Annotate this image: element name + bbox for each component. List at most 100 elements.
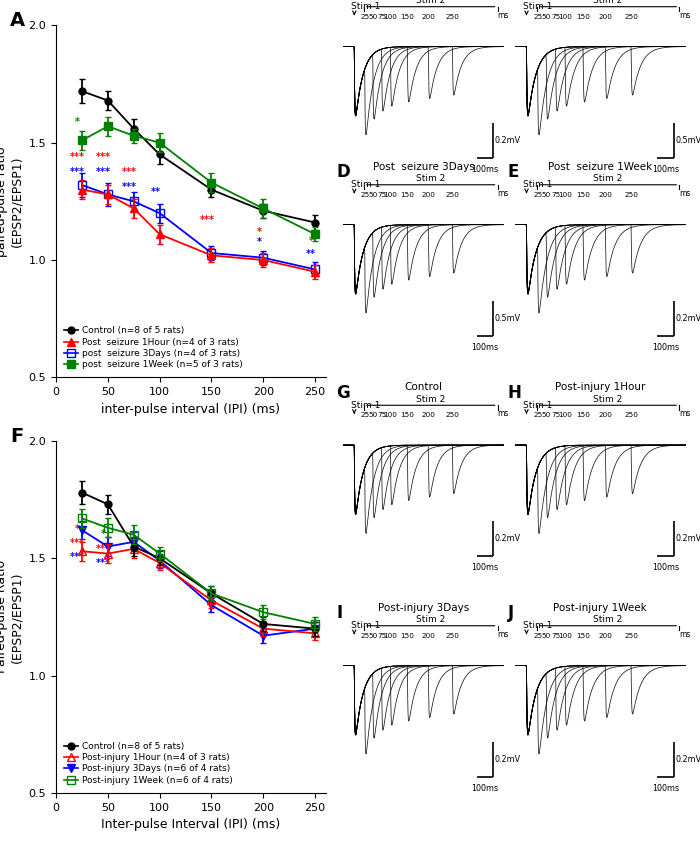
Text: Stim 2: Stim 2 xyxy=(594,175,622,183)
Text: ms: ms xyxy=(679,11,690,20)
Text: 100ms: 100ms xyxy=(471,563,498,572)
Text: 100ms: 100ms xyxy=(652,784,679,793)
Text: 75: 75 xyxy=(377,14,386,20)
Text: 200: 200 xyxy=(598,14,612,20)
Text: ***: *** xyxy=(122,167,137,176)
Text: 100: 100 xyxy=(384,14,398,20)
Text: 50: 50 xyxy=(542,633,551,639)
Text: 200: 200 xyxy=(598,412,612,418)
X-axis label: inter-pulse interval (IPI) (ms): inter-pulse interval (IPI) (ms) xyxy=(102,403,280,416)
Text: 250: 250 xyxy=(445,14,459,20)
Text: 250: 250 xyxy=(624,14,638,20)
Text: 100: 100 xyxy=(558,14,572,20)
Text: 250: 250 xyxy=(445,192,459,198)
Text: A: A xyxy=(10,11,25,31)
Text: 50: 50 xyxy=(368,412,377,418)
Text: 150: 150 xyxy=(400,412,414,418)
Text: ***: *** xyxy=(70,538,85,548)
Text: *: * xyxy=(76,118,80,127)
Text: *: * xyxy=(257,237,262,247)
Text: 0.2mV: 0.2mV xyxy=(494,755,521,764)
Text: *: * xyxy=(257,226,262,237)
Text: ms: ms xyxy=(679,410,690,418)
Text: 25: 25 xyxy=(360,412,370,418)
Text: 25: 25 xyxy=(533,192,542,198)
Text: 100ms: 100ms xyxy=(652,563,679,572)
Text: ms: ms xyxy=(498,11,509,20)
Text: ***: *** xyxy=(96,544,111,554)
Text: 50: 50 xyxy=(368,14,377,20)
Text: J: J xyxy=(508,604,514,622)
Text: 100: 100 xyxy=(558,412,572,418)
Text: 100: 100 xyxy=(384,192,398,198)
Text: Stim 2: Stim 2 xyxy=(416,0,445,5)
Text: 75: 75 xyxy=(377,412,386,418)
Text: 100: 100 xyxy=(384,633,398,639)
Text: 100ms: 100ms xyxy=(471,165,498,174)
Text: 100: 100 xyxy=(384,412,398,418)
Text: Stim 1: Stim 1 xyxy=(351,400,380,410)
Text: G: G xyxy=(337,383,350,402)
Text: 0.2mV: 0.2mV xyxy=(494,136,521,145)
Text: 0.2mV: 0.2mV xyxy=(494,534,521,544)
Text: 150: 150 xyxy=(576,192,590,198)
Text: **: ** xyxy=(150,187,160,197)
Text: ***: *** xyxy=(70,167,85,176)
Text: ***: *** xyxy=(199,215,215,225)
Text: Stim 2: Stim 2 xyxy=(594,395,622,404)
Text: Control: Control xyxy=(405,382,442,393)
Text: 150: 150 xyxy=(576,633,590,639)
Text: 0.5mV: 0.5mV xyxy=(494,314,521,323)
Text: 0.5mV: 0.5mV xyxy=(676,136,700,145)
Text: 25: 25 xyxy=(533,412,542,418)
Text: Post  seizure 1Week: Post seizure 1Week xyxy=(548,162,652,172)
Text: Post-injury 1Week: Post-injury 1Week xyxy=(554,603,647,613)
Text: ***: *** xyxy=(96,558,111,567)
Text: 250: 250 xyxy=(624,633,638,639)
Text: 100: 100 xyxy=(558,192,572,198)
Text: D: D xyxy=(337,163,350,181)
Text: B: B xyxy=(337,0,349,3)
Text: Stim 1: Stim 1 xyxy=(523,2,552,11)
Text: Stim 1: Stim 1 xyxy=(351,180,380,189)
Text: 150: 150 xyxy=(576,412,590,418)
Text: 0.2mV: 0.2mV xyxy=(676,755,700,764)
Text: F: F xyxy=(10,427,23,446)
Text: ***: *** xyxy=(70,552,85,561)
Text: 25: 25 xyxy=(533,14,542,20)
Text: **: ** xyxy=(306,248,316,259)
Text: Stim 2: Stim 2 xyxy=(416,175,445,183)
Text: 200: 200 xyxy=(421,412,435,418)
Text: ms: ms xyxy=(498,630,509,639)
Text: 50: 50 xyxy=(368,192,377,198)
Text: 75: 75 xyxy=(377,192,386,198)
Text: Post-injury 1Hour: Post-injury 1Hour xyxy=(555,382,645,393)
Text: 50: 50 xyxy=(542,412,551,418)
Text: 25: 25 xyxy=(360,192,370,198)
Text: Post-injury 3Days: Post-injury 3Days xyxy=(378,603,469,613)
Text: ms: ms xyxy=(679,630,690,639)
Text: 200: 200 xyxy=(421,14,435,20)
Text: 200: 200 xyxy=(598,192,612,198)
Text: 100ms: 100ms xyxy=(652,165,679,174)
Text: 25: 25 xyxy=(533,633,542,639)
Y-axis label: paired-pulse ratio
(EPSP2/EPSP1): paired-pulse ratio (EPSP2/EPSP1) xyxy=(0,146,23,257)
Text: 150: 150 xyxy=(400,14,414,20)
Legend: Control (n=8 of 5 rats), Post  seizure 1Hour (n=4 of 3 rats), post  seizure 3Day: Control (n=8 of 5 rats), Post seizure 1H… xyxy=(60,323,246,373)
Text: ms: ms xyxy=(498,410,509,418)
Text: 100ms: 100ms xyxy=(652,343,679,352)
Text: 75: 75 xyxy=(551,633,560,639)
Text: 75: 75 xyxy=(377,633,386,639)
Text: 150: 150 xyxy=(400,192,414,198)
Text: ***: *** xyxy=(96,152,111,161)
Text: 50: 50 xyxy=(368,633,377,639)
Text: I: I xyxy=(337,604,343,622)
Text: 0.2mV: 0.2mV xyxy=(676,314,700,323)
Text: ***: *** xyxy=(96,167,111,176)
Text: 200: 200 xyxy=(421,192,435,198)
Text: 100: 100 xyxy=(558,633,572,639)
Text: Stim 1: Stim 1 xyxy=(523,400,552,410)
Text: 100ms: 100ms xyxy=(471,343,498,352)
Legend: Control (n=8 of 5 rats), Post-injury 1Hour (n=4 of 3 rats), Post-injury 3Days (n: Control (n=8 of 5 rats), Post-injury 1Ho… xyxy=(60,739,237,789)
Text: 250: 250 xyxy=(445,633,459,639)
